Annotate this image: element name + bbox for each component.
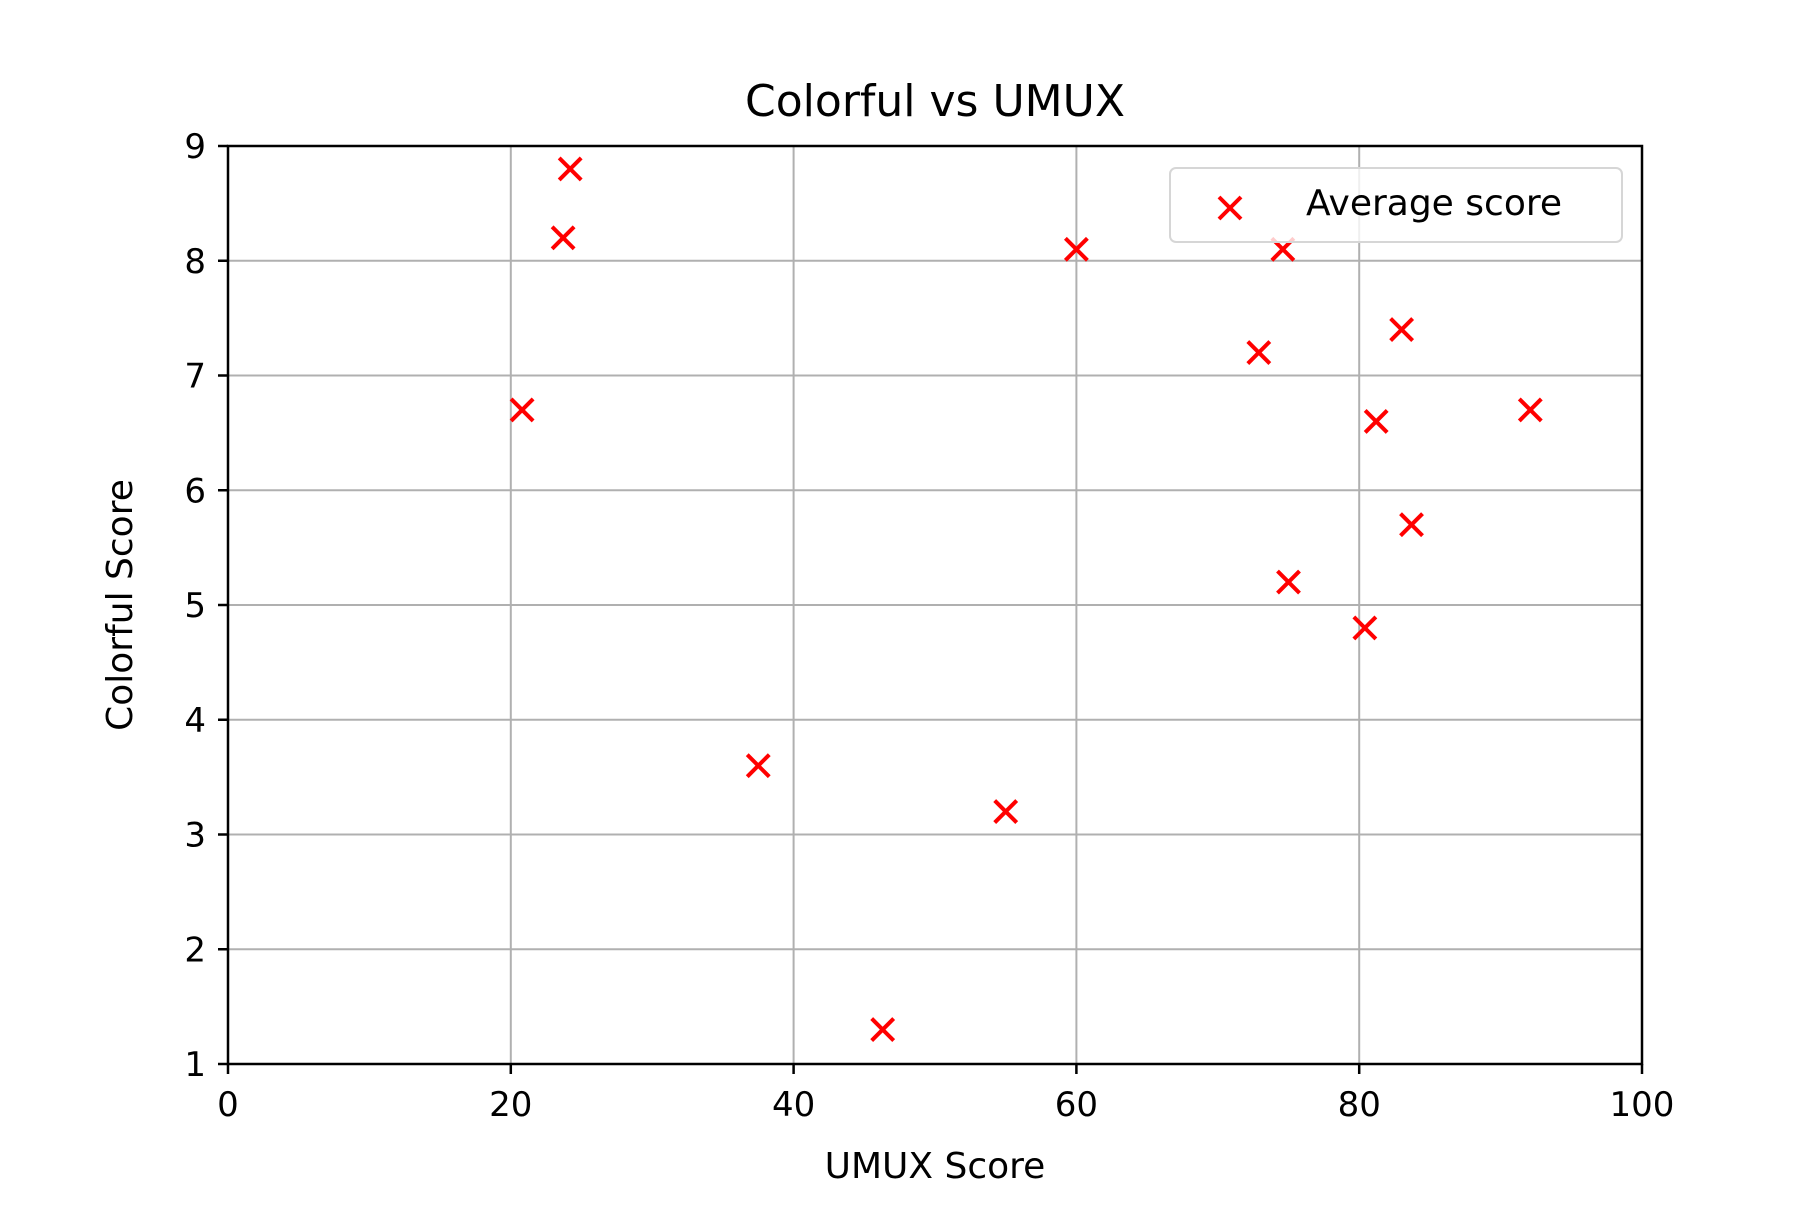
x-tick-label: 0	[217, 1085, 239, 1125]
legend: Average score	[1169, 167, 1623, 243]
data-point	[509, 397, 535, 423]
y-tick-label: 2	[184, 930, 206, 970]
data-point	[1276, 569, 1301, 595]
data-point	[993, 799, 1019, 824]
grid-layer	[227, 145, 1643, 1065]
y-tick-label: 7	[184, 357, 206, 397]
data-point	[1389, 317, 1415, 343]
y-tick-label: 5	[184, 586, 206, 626]
y-tick-label: 6	[184, 471, 206, 511]
points-layer	[509, 156, 1543, 1042]
y-axis-label: Colorful Score	[100, 479, 141, 731]
x-tick-label: 20	[489, 1085, 532, 1125]
data-point	[550, 225, 576, 251]
data-point	[1363, 408, 1389, 434]
y-tick-label: 9	[184, 127, 206, 167]
data-point	[1517, 397, 1543, 423]
legend-box	[1169, 167, 1623, 243]
y-tick-label: 3	[184, 816, 206, 856]
legend-label: Average score	[1306, 183, 1562, 224]
y-tick-label: 1	[184, 1045, 206, 1085]
ticks-layer: 0 20 40 60 80 100 1 2 3 4 5 6 7 8 9	[184, 127, 1674, 1125]
x-axis-label: UMUX Score	[825, 1146, 1046, 1187]
x-tick-label: 60	[1055, 1085, 1098, 1125]
data-point	[1399, 512, 1424, 538]
data-point	[745, 753, 771, 779]
data-point	[1352, 615, 1378, 641]
x-tick-label: 80	[1338, 1085, 1381, 1125]
legend-marker	[1217, 195, 1243, 221]
y-tick-label: 8	[184, 242, 206, 282]
data-point	[1246, 340, 1272, 365]
chart-title: Colorful vs UMUX	[745, 76, 1125, 127]
y-tick-label: 4	[184, 701, 206, 741]
x-tick-label: 40	[772, 1085, 815, 1125]
data-point	[557, 156, 583, 182]
x-tick-label: 100	[1610, 1085, 1675, 1125]
data-point	[1063, 236, 1089, 262]
data-point	[870, 1017, 896, 1042]
